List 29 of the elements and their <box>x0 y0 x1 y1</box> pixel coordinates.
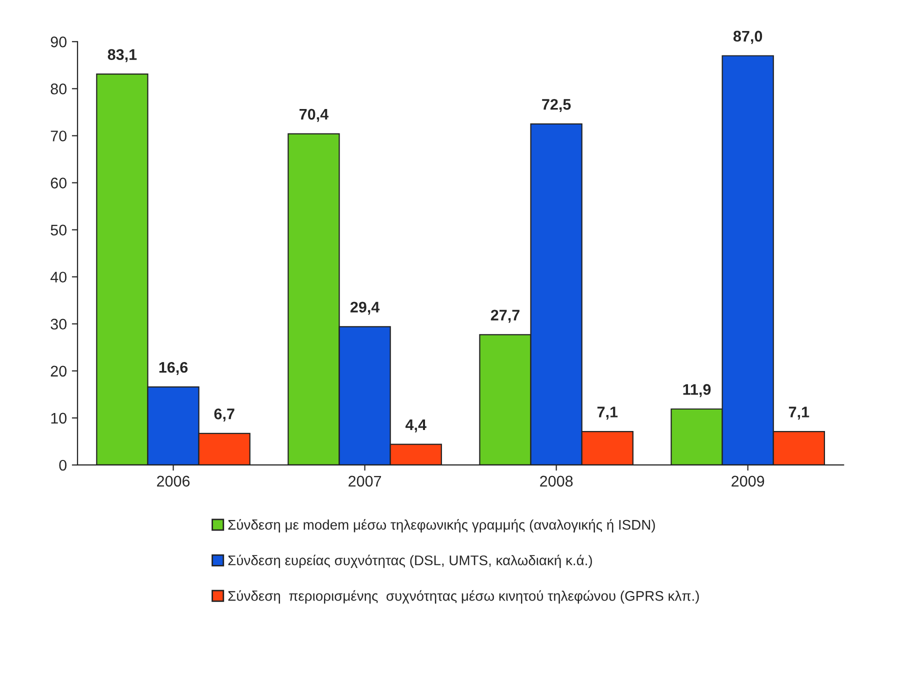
legend-label: Σύνδεση περιορισμένης συχνότητας μέσω κινητού τηλεφώνου (GPRS κλπ.) <box>228 590 699 604</box>
data-label: 4,4 <box>405 419 426 432</box>
y-tick-label: 70 <box>50 130 67 142</box>
data-label: 11,9 <box>683 384 711 398</box>
x-tick-label: 2008 <box>540 476 573 487</box>
x-tick-label: 2006 <box>157 476 190 487</box>
legend-label: Σύνδεση με modem μέσω τηλεφωνικής γραμμής (αναλογικής ή ISDN) <box>228 519 655 532</box>
data-label: 27,7 <box>490 310 520 323</box>
data-label: 6,7 <box>214 408 234 422</box>
y-tick-label: 10 <box>51 412 67 424</box>
data-label: 16,6 <box>159 362 188 375</box>
y-tick-label: 20 <box>50 366 67 377</box>
data-label: 7,1 <box>788 406 810 420</box>
data-label: 7,1 <box>597 406 618 420</box>
data-label: 87,0 <box>733 30 762 44</box>
y-tick-label: 40 <box>50 272 67 283</box>
data-label: 29,4 <box>350 302 380 315</box>
y-tick-label: 90 <box>50 36 67 48</box>
data-label: 72,5 <box>542 99 571 112</box>
y-tick-label: 80 <box>50 84 67 94</box>
x-tick-label: 2009 <box>732 476 764 487</box>
legend-label: Σύνδεση ευρείας συχνότητας (DSL, UMTS, καλωδιακή κ.ά.) <box>228 554 592 568</box>
data-label: 70,4 <box>300 108 329 122</box>
y-tick-label: 60 <box>50 178 67 188</box>
data-label: 83,1 <box>108 49 137 62</box>
y-tick-label: 50 <box>50 224 67 236</box>
y-tick-label: 30 <box>50 318 67 330</box>
x-tick-label: 2007 <box>348 476 382 487</box>
y-tick-label: 0 <box>59 460 67 471</box>
